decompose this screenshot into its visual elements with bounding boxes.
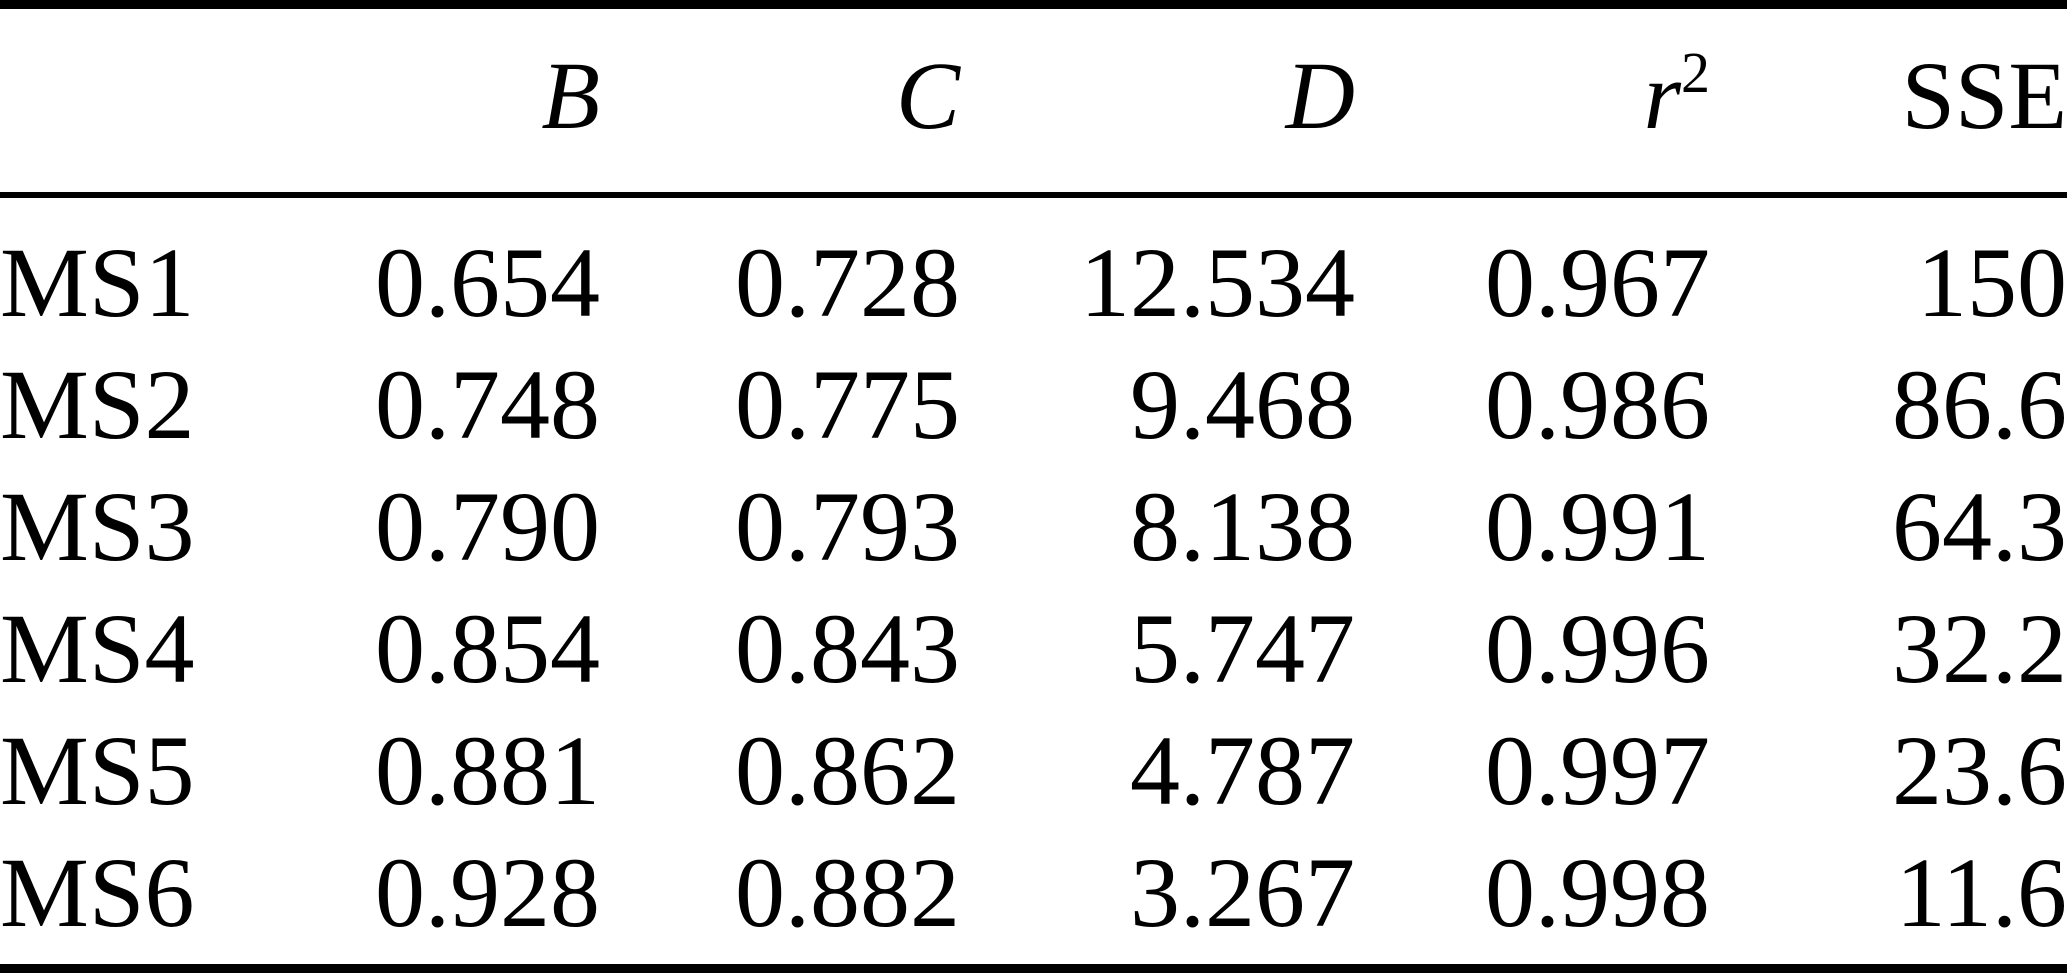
table-row: MS2 0.748 0.775 9.468 0.986 86.6	[0, 344, 2067, 466]
fit-parameters-table: B C D r2 SSE MS1 0.654 0.728 12.534 0.96…	[0, 0, 2067, 954]
spacer-row	[0, 192, 2067, 222]
table-row: MS3 0.790 0.793 8.138 0.991 64.3	[0, 466, 2067, 588]
cell-sse: 32.2	[1892, 593, 2067, 704]
cell-b: 0.881	[375, 715, 600, 826]
row-label: MS3	[0, 471, 195, 582]
column-header-d: D	[1285, 42, 1355, 149]
cell-b: 0.748	[375, 349, 600, 460]
column-header-b: B	[541, 42, 600, 149]
column-header-r2: r2	[1355, 0, 1710, 192]
cell-b: 0.854	[375, 593, 600, 704]
cell-c: 0.728	[735, 227, 960, 338]
cell-r2: 0.986	[1485, 349, 1710, 460]
row-label: MS5	[0, 715, 195, 826]
table-bottom-rule	[0, 964, 2067, 973]
cell-d: 12.534	[1080, 227, 1355, 338]
cell-c: 0.775	[735, 349, 960, 460]
table-row: MS1 0.654 0.728 12.534 0.967 150	[0, 222, 2067, 344]
cell-c: 0.862	[735, 715, 960, 826]
header-row: B C D r2 SSE	[0, 0, 2067, 192]
table-row: MS6 0.928 0.882 3.267 0.998 11.6	[0, 832, 2067, 954]
cell-c: 0.843	[735, 593, 960, 704]
cell-sse: 150	[1917, 227, 2067, 338]
cell-d: 4.787	[1130, 715, 1355, 826]
row-label: MS4	[0, 593, 195, 704]
table-row: MS5 0.881 0.862 4.787 0.997 23.6	[0, 710, 2067, 832]
cell-sse: 23.6	[1892, 715, 2067, 826]
cell-sse: 11.6	[1895, 837, 2067, 948]
cell-c: 0.882	[735, 837, 960, 948]
cell-r2: 0.997	[1485, 715, 1710, 826]
table-header-rule	[0, 192, 2067, 198]
table-row: MS4 0.854 0.843 5.747 0.996 32.2	[0, 588, 2067, 710]
cell-d: 3.267	[1130, 837, 1355, 948]
cell-c: 0.793	[735, 471, 960, 582]
row-label: MS2	[0, 349, 195, 460]
r2-symbol: r	[1643, 42, 1681, 149]
column-header-sse: SSE	[1901, 42, 2067, 149]
column-header-c: C	[895, 42, 960, 149]
cell-sse: 86.6	[1892, 349, 2067, 460]
cell-r2: 0.998	[1485, 837, 1710, 948]
cell-d: 9.468	[1130, 349, 1355, 460]
cell-r2: 0.996	[1485, 593, 1710, 704]
cell-r2: 0.991	[1485, 471, 1710, 582]
row-label: MS6	[0, 837, 195, 948]
cell-r2: 0.967	[1485, 227, 1710, 338]
r2-superscript: 2	[1681, 40, 1710, 106]
cell-d: 8.138	[1130, 471, 1355, 582]
cell-b: 0.928	[375, 837, 600, 948]
cell-b: 0.790	[375, 471, 600, 582]
cell-d: 5.747	[1130, 593, 1355, 704]
table-top-rule	[0, 0, 2067, 9]
cell-sse: 64.3	[1892, 471, 2067, 582]
row-label: MS1	[0, 227, 195, 338]
column-header-blank	[0, 0, 330, 192]
cell-b: 0.654	[375, 227, 600, 338]
